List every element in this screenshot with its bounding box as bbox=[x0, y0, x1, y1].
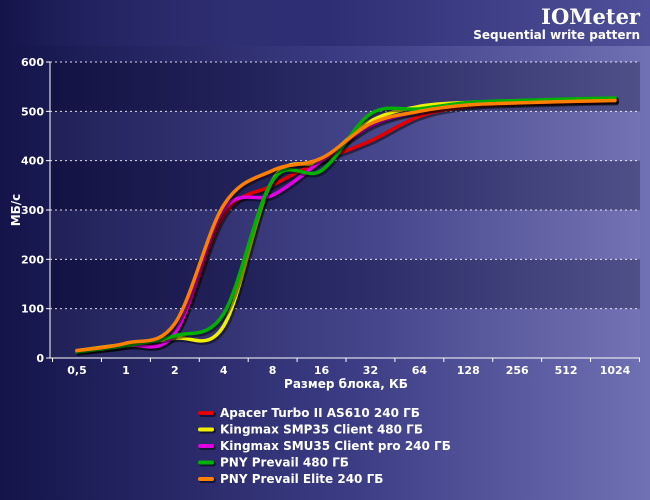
grid-lines bbox=[50, 61, 640, 310]
plot-band bbox=[50, 259, 640, 309]
y-tick-label: 400 bbox=[21, 155, 44, 168]
plot-band bbox=[50, 210, 640, 259]
legend-label: Apacer Turbo II AS610 240 ГБ bbox=[220, 406, 420, 420]
x-tick-label: 16 bbox=[314, 364, 330, 377]
plot-band bbox=[50, 309, 640, 358]
plot-band bbox=[50, 160, 640, 210]
plot-bands bbox=[50, 62, 640, 358]
legend-label: PNY Prevail Elite 240 ГБ bbox=[220, 472, 383, 486]
x-tick-label: 128 bbox=[457, 364, 480, 377]
legend: Apacer Turbo II AS610 240 ГБ Kingmax SMP3… bbox=[198, 406, 451, 486]
y-axis-label: МБ/с bbox=[9, 194, 23, 227]
title-band bbox=[0, 0, 650, 46]
x-axis-ticks: 0,5 1 2 4 8 16 32 64 128 256 512 1024 bbox=[52, 358, 640, 377]
series-5-line bbox=[75, 98, 617, 353]
y-tick-label: 200 bbox=[21, 253, 44, 266]
x-tick-label: 256 bbox=[506, 364, 529, 377]
y-tick-label: 600 bbox=[21, 56, 44, 69]
x-tick-label: 512 bbox=[555, 364, 578, 377]
series-4-line bbox=[75, 96, 617, 354]
x-axis-label: Размер блока, КБ bbox=[284, 377, 408, 391]
y-tick-label: 500 bbox=[21, 105, 44, 118]
legend-label: Kingmax SMP35 Client 480 ГБ bbox=[220, 423, 423, 437]
y-tick-label: 100 bbox=[21, 303, 44, 316]
x-tick-label: 64 bbox=[412, 364, 428, 377]
x-tick-label: 1 bbox=[122, 364, 130, 377]
series-5-group bbox=[75, 98, 619, 355]
x-tick-label: 8 bbox=[269, 364, 277, 377]
y-tick-label: 0 bbox=[36, 352, 44, 365]
x-tick-label: 1024 bbox=[600, 364, 631, 377]
series-lines bbox=[75, 96, 619, 357]
legend-label: Kingmax SMU35 Client pro 240 ГБ bbox=[220, 439, 451, 453]
chart-subtitle: Sequential write pattern bbox=[473, 28, 640, 42]
x-tick-label: 4 bbox=[220, 364, 228, 377]
chart-title: IOMeter bbox=[541, 4, 641, 29]
x-tick-label: 0,5 bbox=[67, 364, 87, 377]
legend-label: PNY Prevail 480 ГБ bbox=[220, 456, 349, 470]
y-tick-label: 300 bbox=[21, 204, 44, 217]
y-axis-ticks: 0 100 200 300 400 500 600 bbox=[21, 56, 50, 365]
x-tick-label: 32 bbox=[363, 364, 378, 377]
x-tick-label: 2 bbox=[171, 364, 179, 377]
